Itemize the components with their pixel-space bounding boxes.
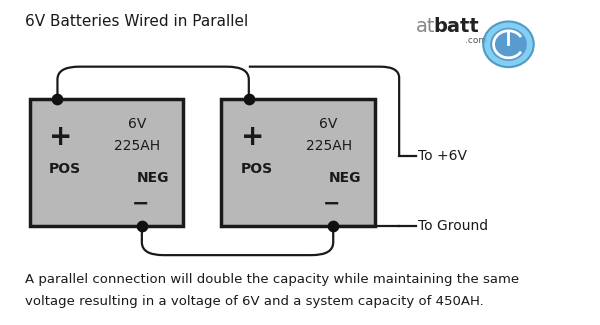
Text: 225AH: 225AH	[114, 139, 160, 153]
Text: NEG: NEG	[137, 171, 170, 185]
Text: POS: POS	[241, 162, 273, 176]
Text: +: +	[49, 123, 73, 151]
Text: batt: batt	[433, 17, 479, 36]
Text: To Ground: To Ground	[418, 219, 488, 233]
Text: .com: .com	[465, 36, 487, 45]
Ellipse shape	[483, 21, 534, 67]
Text: −: −	[131, 193, 149, 214]
Point	[244, 96, 254, 101]
Text: NEG: NEG	[328, 171, 361, 185]
Point	[53, 96, 62, 101]
Ellipse shape	[490, 28, 527, 61]
Text: A parallel connection will double the capacity while maintaining the same: A parallel connection will double the ca…	[25, 273, 519, 286]
Text: +: +	[241, 123, 264, 151]
Text: To +6V: To +6V	[418, 149, 467, 163]
Text: 225AH: 225AH	[305, 139, 352, 153]
Text: 6V: 6V	[128, 117, 146, 131]
FancyBboxPatch shape	[30, 98, 183, 227]
Text: 6V Batteries Wired in Parallel: 6V Batteries Wired in Parallel	[25, 14, 248, 29]
Point	[328, 224, 338, 229]
Text: POS: POS	[49, 162, 82, 176]
FancyBboxPatch shape	[221, 98, 374, 227]
Text: voltage resulting in a voltage of 6V and a system capacity of 450AH.: voltage resulting in a voltage of 6V and…	[25, 295, 484, 308]
Text: −: −	[323, 193, 340, 214]
Text: 6V: 6V	[319, 117, 338, 131]
Point	[137, 224, 146, 229]
Text: at: at	[416, 17, 435, 36]
